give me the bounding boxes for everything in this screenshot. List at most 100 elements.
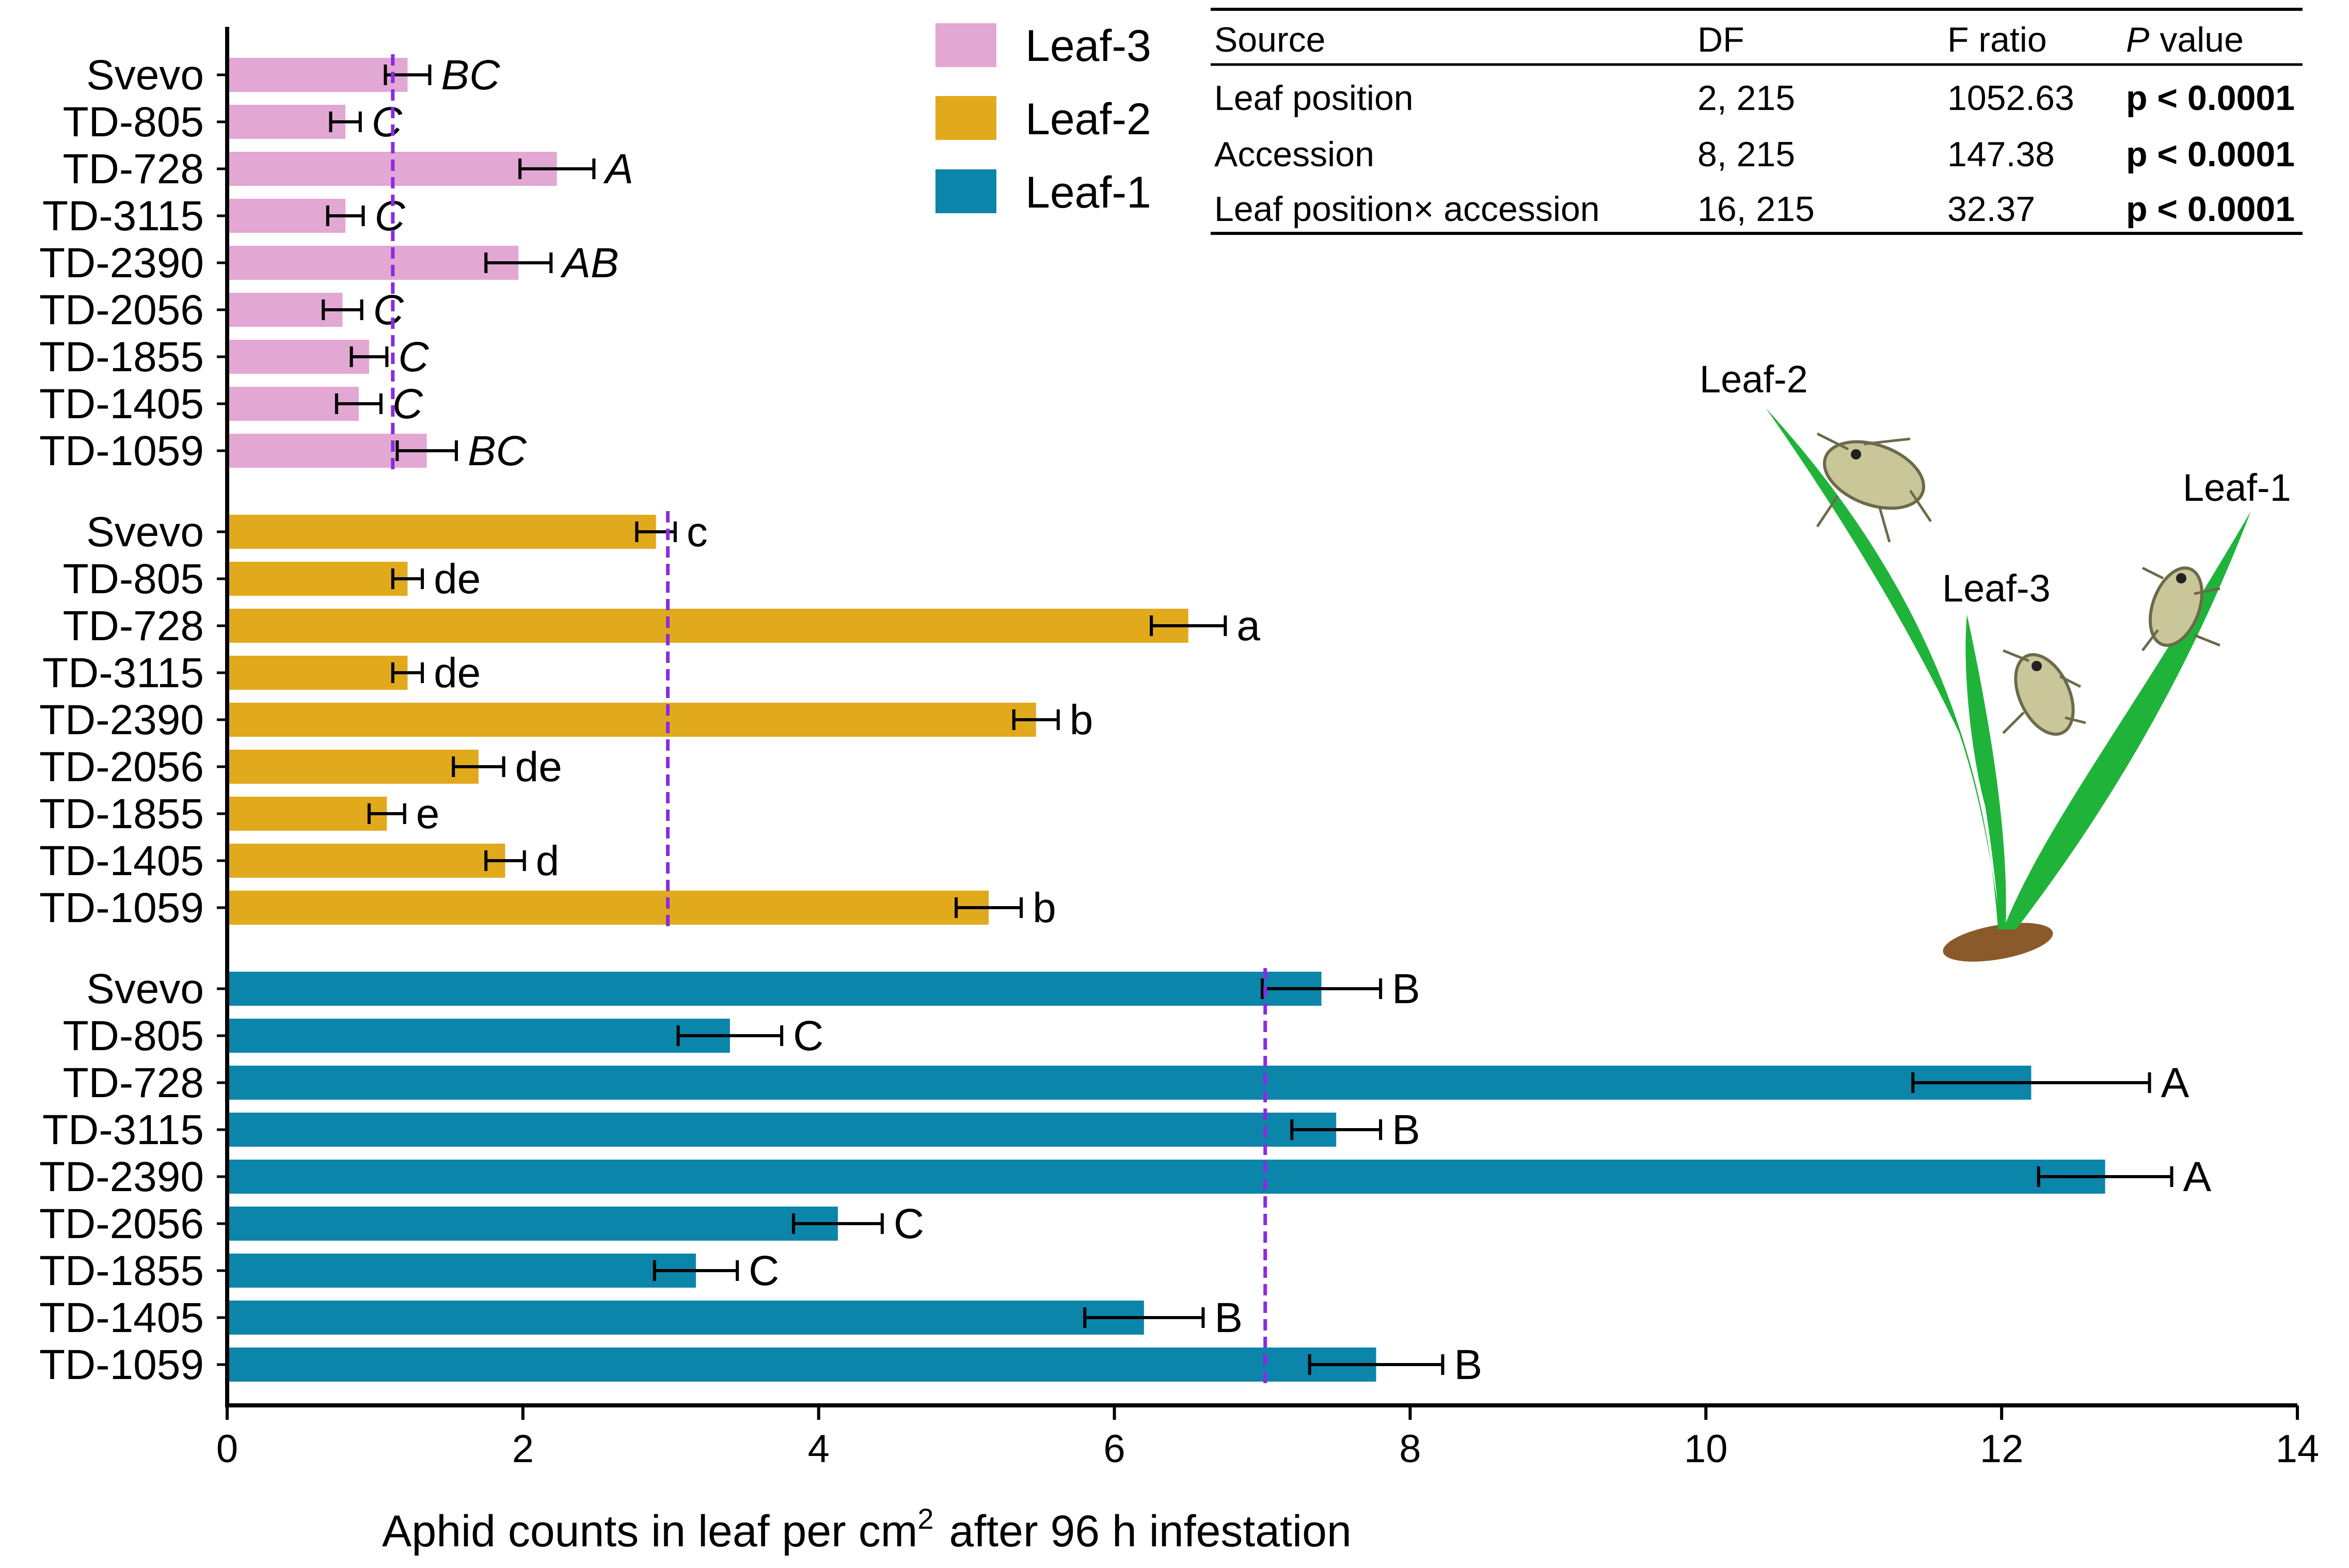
significance-letter: BC <box>468 427 527 474</box>
bar <box>229 199 346 233</box>
table-row-1-df: 2, 215 <box>1697 78 1795 118</box>
significance-letter: B <box>1454 1341 1482 1388</box>
category-label: TD-805 <box>63 556 204 603</box>
bar <box>229 562 408 596</box>
legend: Leaf-3 Leaf-2 Leaf-1 <box>935 21 1151 217</box>
aphid-icon <box>2141 566 2220 652</box>
table-row-3-p: p < 0.0001 <box>2126 189 2295 229</box>
bar <box>229 340 369 374</box>
x-tick-label: 10 <box>1684 1427 1728 1471</box>
significance-letter: de <box>434 556 481 603</box>
bar <box>229 750 479 784</box>
category-label: TD-805 <box>63 1012 204 1059</box>
bar <box>229 844 505 878</box>
x-tick-label: 2 <box>512 1427 534 1471</box>
significance-letter: C <box>375 193 406 240</box>
root-base <box>1943 923 2053 962</box>
significance-letter: de <box>515 743 562 790</box>
category-label: TD-728 <box>63 1059 204 1106</box>
legend-swatch-leaf-3 <box>935 23 996 67</box>
significance-letter: a <box>1236 603 1260 650</box>
table-row-2-p: p < 0.0001 <box>2126 135 2295 174</box>
x-tick-label: 14 <box>2276 1427 2320 1471</box>
bar <box>229 515 656 549</box>
legend-swatch-leaf-1 <box>935 169 996 213</box>
category-label: TD-728 <box>63 603 204 650</box>
category-label: TD-1059 <box>39 427 204 474</box>
significance-letter: AB <box>560 240 618 287</box>
plant-illustration: Leaf-2 Leaf-1 Leaf-3 <box>1700 358 2291 962</box>
x-tick-label: 4 <box>808 1427 830 1471</box>
category-label: Svevo <box>86 965 204 1012</box>
significance-letter: d <box>536 837 560 884</box>
bar <box>229 58 408 92</box>
x-tick-label: 0 <box>216 1427 238 1471</box>
table-row-1-source: Leaf position <box>1214 78 1414 118</box>
aphid-icon <box>2002 649 2086 736</box>
bar <box>229 656 408 690</box>
table-row-1-p: p < 0.0001 <box>2126 78 2295 118</box>
bar <box>229 797 387 831</box>
significance-letter: b <box>1033 884 1056 931</box>
category-label: TD-3115 <box>42 193 204 240</box>
category-label: TD-1405 <box>39 1294 204 1341</box>
legend-label-leaf-3: Leaf-3 <box>1025 21 1151 71</box>
significance-letter: c <box>687 509 708 556</box>
significance-letter: B <box>1392 965 1420 1012</box>
significance-letter: C <box>793 1012 823 1059</box>
significance-letter: C <box>398 334 429 381</box>
table-row-2-source: Accession <box>1214 135 1374 174</box>
category-label: TD-2056 <box>39 1200 204 1247</box>
category-label: TD-1855 <box>39 790 204 837</box>
bar <box>229 1254 696 1288</box>
bar <box>229 891 989 925</box>
aphid-icon <box>1816 432 1932 543</box>
table-header-f-ratio: F ratio <box>1947 20 2047 59</box>
bar <box>229 246 519 280</box>
significance-letter: A <box>602 146 633 193</box>
category-label: TD-2056 <box>39 287 204 334</box>
bar <box>229 1066 2031 1100</box>
category-label: TD-2390 <box>39 696 204 743</box>
significance-letter: A <box>2161 1059 2189 1106</box>
category-label: TD-1059 <box>39 1341 204 1388</box>
table-row-3-source: Leaf position× accession <box>1214 189 1600 229</box>
category-label: TD-2390 <box>39 240 204 287</box>
table-header-source: Source <box>1214 20 1325 59</box>
category-label: TD-2056 <box>39 743 204 790</box>
category-label: TD-728 <box>63 146 204 193</box>
category-label: Svevo <box>86 52 204 99</box>
significance-letter: C <box>392 381 423 427</box>
bar <box>229 1207 838 1241</box>
significance-letter: de <box>434 650 481 696</box>
category-label: TD-1405 <box>39 837 204 884</box>
table-header-df: DF <box>1697 20 1744 59</box>
bar <box>229 609 1188 643</box>
legend-label-leaf-1: Leaf-1 <box>1025 168 1151 217</box>
table-row-3-df: 16, 215 <box>1697 189 1815 229</box>
category-label: TD-1855 <box>39 334 204 381</box>
significance-letter: C <box>372 99 403 146</box>
category-label: TD-1855 <box>39 1247 204 1294</box>
significance-letter: C <box>749 1247 779 1294</box>
table-row-1-f: 1052.63 <box>1947 78 2074 118</box>
x-axis-label: Aphid counts in leaf per cm2 after 96 h i… <box>382 1502 1352 1556</box>
table-row-2-f: 147.38 <box>1947 135 2055 174</box>
table-row-3-f: 32.37 <box>1947 189 2035 229</box>
category-label: TD-1405 <box>39 381 204 427</box>
significance-letter: e <box>416 790 440 837</box>
significance-letter: A <box>2183 1153 2212 1200</box>
bar <box>229 1113 1337 1147</box>
category-label: Svevo <box>86 509 204 556</box>
significance-letter: B <box>1392 1106 1420 1153</box>
x-tick-label: 6 <box>1103 1427 1125 1471</box>
illustration-label-leaf-2: Leaf-2 <box>1700 358 1808 401</box>
category-label: TD-1059 <box>39 884 204 931</box>
bar <box>229 1301 1144 1335</box>
bar-group-leaf-1: Svevo B TD-805 C TD-728 A TD-3115 B TD-2390 A TD-2… <box>39 965 2212 1388</box>
